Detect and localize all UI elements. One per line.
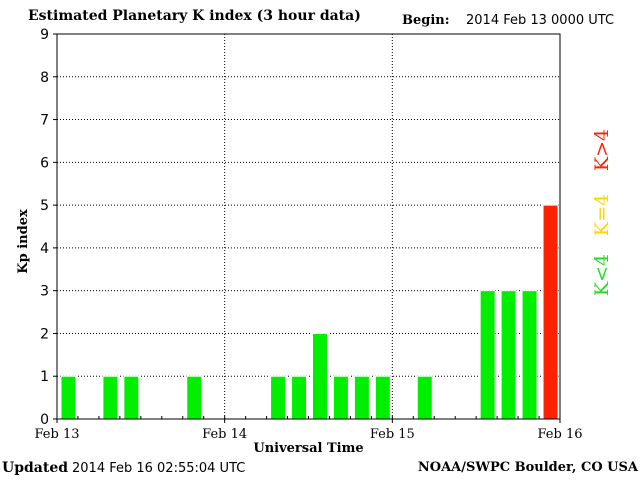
tick-label-x: Feb 15 [370, 427, 415, 442]
tick-label-y: 4 [40, 241, 49, 257]
tick-label-x: Feb 13 [35, 427, 80, 442]
legend-item: K>4 [591, 129, 613, 171]
plot-border [56, 33, 561, 420]
legend-item: K<4 [591, 254, 613, 296]
updated-value: 2014 Feb 16 02:55:04 UTC [72, 461, 246, 476]
tick-label-x: Feb 16 [538, 427, 583, 442]
tick-label-y: 8 [40, 70, 49, 86]
kp-bar [332, 375, 349, 420]
kp-bar [521, 290, 538, 420]
kp-bar [102, 375, 119, 420]
x-axis-label: Universal Time [253, 441, 363, 456]
kp-bar [374, 375, 391, 420]
updated-label: Updated [2, 460, 69, 476]
kp-bar [479, 290, 496, 420]
kp-bar [123, 375, 140, 420]
kp-bar [60, 375, 77, 420]
kp-bar [291, 375, 307, 420]
kp-bar [416, 375, 433, 420]
tick-label-y: 1 [40, 369, 49, 385]
kp-bar [353, 375, 370, 420]
credit-text: NOAA/SWPC Boulder, CO USA [417, 460, 638, 475]
tick-label-y: 5 [40, 198, 49, 214]
kp-bar [500, 290, 517, 420]
chart-title: Estimated Planetary K index (3 hour data… [28, 8, 361, 24]
tick-label-y: 9 [40, 27, 49, 43]
kp-bar [186, 375, 203, 420]
tick-label-y: 2 [40, 326, 49, 342]
begin-label: Begin: [402, 13, 450, 28]
tick-label-y: 3 [40, 284, 49, 300]
kp-bar [312, 332, 328, 420]
plot-area [57, 34, 560, 419]
begin-value: 2014 Feb 13 0000 UTC [466, 13, 615, 28]
tick-label-x: Feb 14 [202, 427, 247, 442]
legend-item: K=4 [591, 194, 613, 236]
kp-bar [270, 375, 287, 420]
y-axis-label: Kp index [16, 209, 31, 274]
tick-label-y: 7 [40, 113, 49, 129]
kp-bar [542, 204, 559, 420]
tick-label-y: 0 [40, 412, 49, 428]
tick-label-y: 6 [40, 155, 49, 171]
